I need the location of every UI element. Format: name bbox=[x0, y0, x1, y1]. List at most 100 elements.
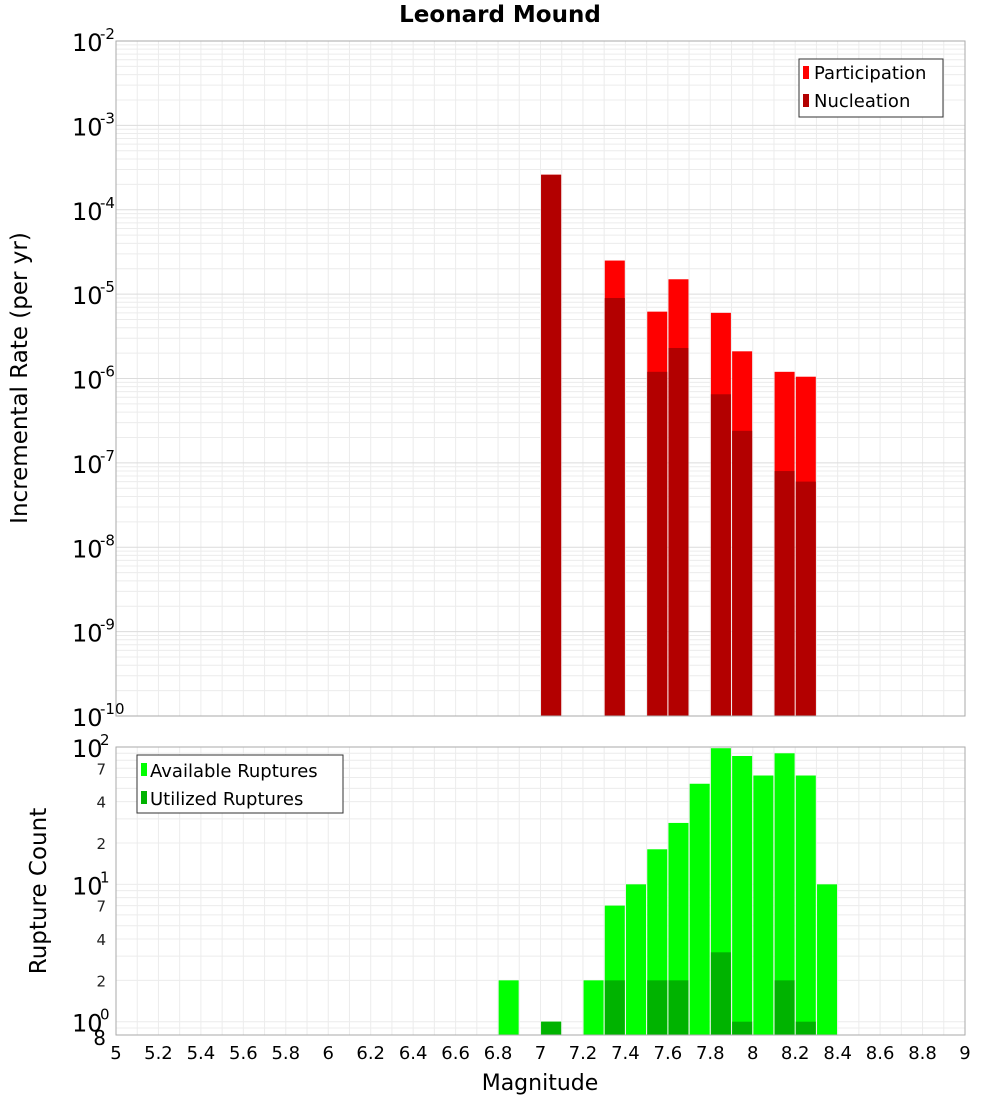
bottom-y-tick-exponent: 0 bbox=[100, 1006, 110, 1024]
top-y-tick: 10-8 bbox=[72, 531, 115, 563]
top-legend: Participation Nucleation bbox=[798, 58, 944, 118]
available-rupture-bar bbox=[753, 775, 774, 1035]
available-rupture-bar bbox=[732, 755, 753, 1035]
x-tick-label: 6.6 bbox=[441, 1043, 470, 1064]
available-rupture-bar bbox=[498, 980, 519, 1035]
nucleation-bar bbox=[710, 394, 731, 716]
top-plot-bars bbox=[541, 174, 816, 716]
bottom-y-minor-tick: 2 bbox=[96, 835, 106, 853]
top-y-tick-base: 10 bbox=[72, 367, 103, 395]
available-rupture-bar bbox=[774, 753, 795, 1035]
utilized-legend-swatch bbox=[141, 791, 147, 804]
x-tick-label: 8.8 bbox=[908, 1043, 937, 1064]
top-y-tick: 10-5 bbox=[72, 278, 115, 310]
chart-title: Leonard Mound bbox=[399, 2, 601, 28]
x-tick-label: 7.4 bbox=[611, 1043, 640, 1064]
nucleation-bar bbox=[647, 371, 668, 716]
bottom-y-minor-tick: 7 bbox=[96, 898, 106, 916]
bottom-y-major-tick: 102 bbox=[72, 731, 110, 763]
bottom-y-tick-base: 10 bbox=[72, 1010, 103, 1038]
top-y-tick-exponent: -2 bbox=[100, 25, 115, 43]
x-tick-label: 6.8 bbox=[484, 1043, 513, 1064]
utilized-rupture-bar bbox=[774, 980, 795, 1035]
top-y-tick: 10-6 bbox=[72, 363, 115, 395]
participation-legend-label: Participation bbox=[814, 63, 926, 84]
top-y-tick-base: 10 bbox=[72, 535, 103, 563]
top-y-tick: 10-7 bbox=[72, 447, 115, 479]
x-tick-label: 8 bbox=[747, 1043, 758, 1064]
x-tick-label: 5.8 bbox=[271, 1043, 300, 1064]
top-plot-frame bbox=[115, 40, 966, 717]
bottom-legend: Available Ruptures Utilized Ruptures bbox=[136, 754, 344, 814]
bottom-y-minor-tick: 7 bbox=[96, 760, 106, 778]
top-legend-box bbox=[798, 58, 944, 118]
top-y-tick: 10-3 bbox=[72, 109, 115, 141]
bottom-y-major-tick: 101 bbox=[72, 868, 110, 900]
top-y-tick-exponent: -6 bbox=[100, 363, 115, 381]
bottom-y-minor-tick: 8 bbox=[93, 1026, 106, 1050]
x-tick-label: 7.6 bbox=[654, 1043, 683, 1064]
nucleation-bar bbox=[732, 430, 753, 716]
x-tick-label: 8.2 bbox=[781, 1043, 810, 1064]
x-tick-label: 8.4 bbox=[823, 1043, 852, 1064]
bottom-plot-bars bbox=[498, 748, 838, 1035]
x-axis-label: Magnitude bbox=[482, 1071, 599, 1096]
top-y-tick-base: 10 bbox=[72, 29, 103, 57]
x-tick-label: 6 bbox=[323, 1043, 334, 1064]
nucleation-bar bbox=[604, 297, 625, 716]
available-legend-label: Available Ruptures bbox=[150, 761, 318, 782]
x-tick-label: 7 bbox=[535, 1043, 546, 1064]
available-legend-swatch bbox=[141, 763, 147, 776]
top-y-tick: 10-10 bbox=[72, 700, 125, 732]
top-y-tick-base: 10 bbox=[72, 704, 103, 732]
top-y-tick-exponent: -10 bbox=[100, 700, 125, 718]
bottom-y-tick-base: 10 bbox=[72, 872, 103, 900]
bottom-y-axis-label: Rupture Count bbox=[26, 808, 52, 974]
top-y-tick-base: 10 bbox=[72, 113, 103, 141]
x-tick-label: 5.6 bbox=[229, 1043, 258, 1064]
top-y-tick-base: 10 bbox=[72, 451, 103, 479]
top-y-tick: 10-4 bbox=[72, 194, 115, 226]
utilized-rupture-bar bbox=[647, 980, 668, 1035]
available-rupture-bar bbox=[795, 775, 816, 1035]
bottom-y-minor-tick: 2 bbox=[96, 972, 106, 990]
top-y-tick-base: 10 bbox=[72, 282, 103, 310]
x-tick-label: 5.4 bbox=[187, 1043, 216, 1064]
top-y-tick: 10-9 bbox=[72, 616, 115, 648]
top-y-tick-exponent: -5 bbox=[100, 278, 115, 296]
top-y-tick-exponent: -3 bbox=[100, 109, 115, 127]
x-tick-label: 7.8 bbox=[696, 1043, 725, 1064]
x-tick-label: 6.2 bbox=[356, 1043, 385, 1064]
bottom-y-minor-tick: 4 bbox=[96, 931, 106, 949]
x-tick-label: 6.4 bbox=[399, 1043, 428, 1064]
top-y-tick-exponent: -8 bbox=[100, 531, 115, 549]
bottom-legend-box bbox=[136, 754, 344, 814]
utilized-rupture-bar bbox=[795, 1021, 816, 1035]
utilized-rupture-bar bbox=[604, 980, 625, 1035]
bottom-y-minor-tick: 4 bbox=[96, 794, 106, 812]
x-tick-labels: 5 5.2 5.4 5.6 5.8 6 6.2 6.4 6.6 6.8 7 7.2 7.4 7.6 7.8 8… bbox=[110, 1043, 970, 1064]
x-tick-label: 7.2 bbox=[569, 1043, 598, 1064]
nucleation-bar bbox=[795, 481, 816, 716]
available-rupture-bar bbox=[689, 783, 710, 1035]
top-y-tick-exponent: -7 bbox=[100, 447, 115, 465]
nucleation-bar bbox=[668, 347, 689, 716]
available-rupture-bar bbox=[583, 980, 604, 1035]
utilized-rupture-bar bbox=[541, 1021, 562, 1035]
available-rupture-bar bbox=[626, 884, 647, 1035]
utilized-rupture-bar bbox=[668, 980, 689, 1035]
x-tick-label: 5.2 bbox=[144, 1043, 173, 1064]
top-y-tick: 10-2 bbox=[72, 25, 115, 57]
utilized-legend-label: Utilized Ruptures bbox=[150, 789, 303, 810]
top-y-axis-label: Incremental Rate (per yr) bbox=[7, 232, 33, 524]
x-tick-label: 5 bbox=[110, 1043, 121, 1064]
bottom-plot-frame bbox=[115, 746, 966, 1036]
bottom-y-tick-exponent: 2 bbox=[100, 731, 110, 749]
top-y-tick-base: 10 bbox=[72, 620, 103, 648]
x-tick-label: 9 bbox=[959, 1043, 970, 1064]
utilized-rupture-bar bbox=[710, 952, 731, 1035]
participation-legend-swatch bbox=[803, 66, 809, 79]
